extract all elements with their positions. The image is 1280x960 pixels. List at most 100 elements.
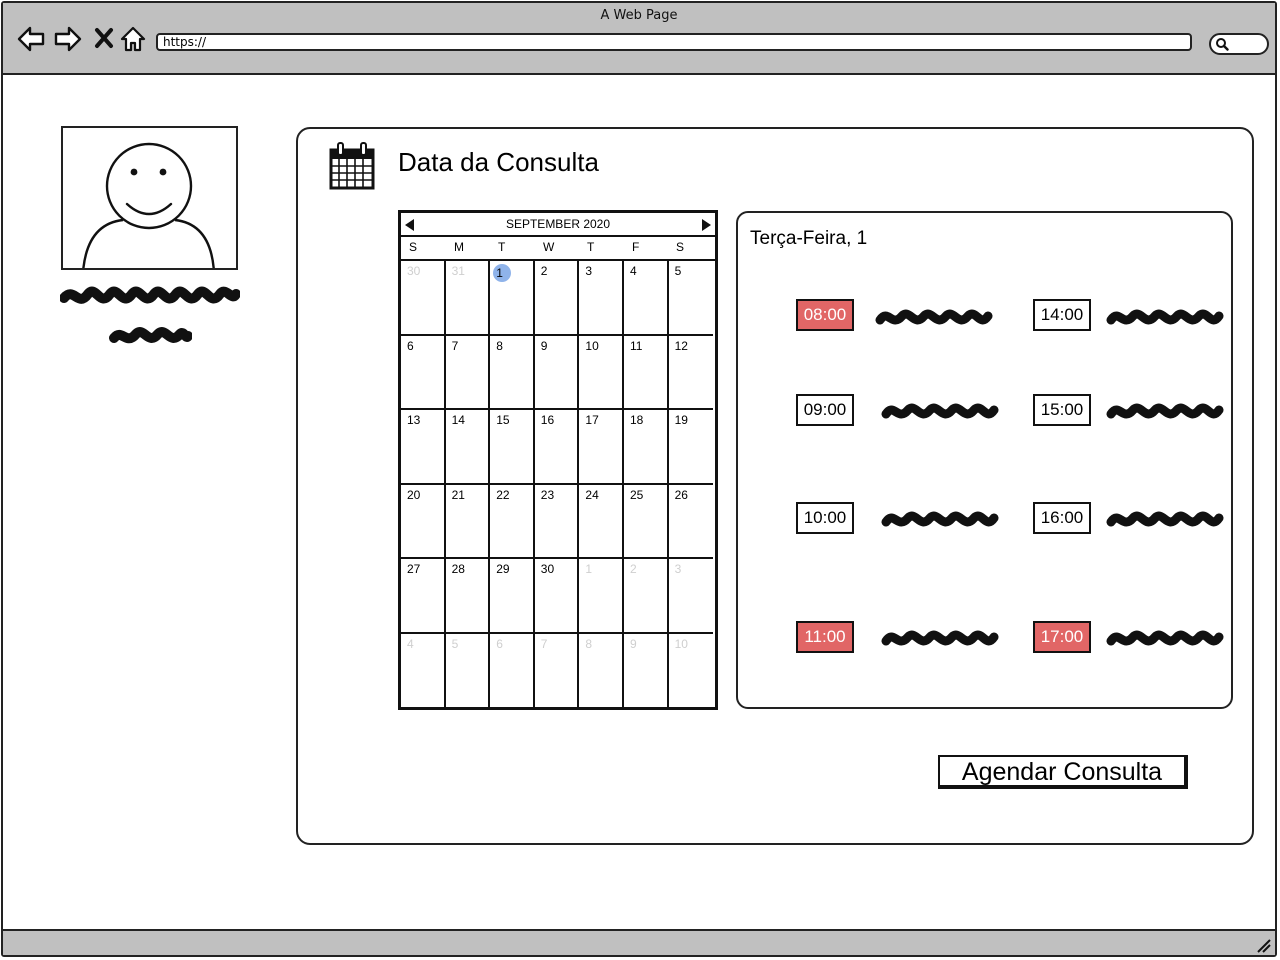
calendar-day-number: 10 <box>585 338 599 353</box>
date-picker-calendar: SEPTEMBER 2020 S M T W T F S 30 31 1 2 3 4 5 6 7… <box>398 210 718 710</box>
calendar-day-cell[interactable]: 7 <box>535 634 580 709</box>
calendar-day-cell[interactable]: 10 <box>579 335 624 411</box>
avatar <box>61 126 238 270</box>
calendar-day-number: 3 <box>585 264 593 278</box>
calendar-month-label: SEPTEMBER 2020 <box>505 217 611 231</box>
calendar-day-cell[interactable]: 8 <box>579 634 624 709</box>
calendar-day-number: 27 <box>407 562 421 577</box>
status-bar <box>3 929 1275 955</box>
resize-handle-icon[interactable] <box>1255 937 1271 953</box>
calendar-day-cell[interactable]: 3 <box>579 261 624 336</box>
slot-description-scribble <box>881 511 999 527</box>
calendar-day-cell[interactable]: 6 <box>490 634 535 709</box>
calendar-day-number: 19 <box>674 413 688 428</box>
home-icon[interactable] <box>119 25 147 53</box>
time-slot-button[interactable]: 14:00 <box>1033 299 1091 331</box>
calendar-day-cell[interactable]: 21 <box>445 484 491 560</box>
weekday-label: T <box>498 240 506 254</box>
calendar-day-cell[interactable]: 30 <box>534 559 580 634</box>
time-slot-button[interactable]: 10:00 <box>796 502 854 534</box>
calendar-day-cell[interactable]: 2 <box>534 261 580 336</box>
calendar-day-cell[interactable]: 5 <box>446 634 491 709</box>
time-slot-button[interactable]: 09:00 <box>796 394 854 426</box>
calendar-day-cell[interactable]: 13 <box>401 410 446 485</box>
calendar-day-number: 20 <box>407 487 421 502</box>
calendar-day-cell[interactable]: 11 <box>624 335 669 411</box>
calendar-day-number: 23 <box>540 487 555 502</box>
calendar-day-number: 30 <box>407 264 421 278</box>
calendar-day-cell[interactable]: 28 <box>445 559 491 634</box>
calendar-day-number: 21 <box>451 487 465 502</box>
back-arrow-icon[interactable] <box>17 25 45 53</box>
user-name-scribble <box>60 286 240 304</box>
calendar-day-cell[interactable]: 8 <box>490 335 535 411</box>
calendar-day-cell[interactable]: 5 <box>668 261 714 336</box>
selected-day-label: Terça-Feira, 1 <box>750 228 868 249</box>
calendar-day-number: 6 <box>407 338 414 353</box>
calendar-day-number: 29 <box>496 562 510 577</box>
calendar-day-cell[interactable]: 2 <box>624 559 669 634</box>
calendar-day-cell[interactable]: 3 <box>668 559 714 634</box>
calendar-day-cell[interactable]: 9 <box>624 634 669 709</box>
calendar-day-number: 9 <box>630 637 637 651</box>
calendar-day-cell[interactable]: 19 <box>668 410 714 485</box>
calendar-day-cell[interactable]: 27 <box>401 559 446 634</box>
calendar-day-number: 13 <box>407 413 421 428</box>
calendar-day-number: 12 <box>674 338 688 353</box>
calendar-day-cell[interactable]: 14 <box>445 410 491 485</box>
calendar-day-cell[interactable]: 15 <box>490 410 535 485</box>
calendar-day-cell[interactable]: 4 <box>401 634 446 709</box>
calendar-day-number: 17 <box>585 413 599 428</box>
calendar-day-cell[interactable]: 31 <box>445 261 491 336</box>
url-input[interactable]: https:// <box>156 33 1192 51</box>
calendar-day-cell[interactable]: 10 <box>669 634 714 709</box>
calendar-day-cell[interactable]: 4 <box>624 261 669 336</box>
window-title: A Web Page <box>600 8 678 23</box>
browser-titlebar: A Web Page https:// <box>3 3 1275 75</box>
user-avatar-icon <box>82 142 215 268</box>
time-slot-button[interactable]: 11:00 <box>796 621 854 653</box>
calendar-day-cell[interactable]: 20 <box>401 484 446 560</box>
calendar-day-cell[interactable]: 30 <box>401 261 446 336</box>
page-title: Data da Consulta <box>398 147 599 177</box>
calendar-day-cell[interactable]: 18 <box>624 410 669 485</box>
weekday-label: S <box>409 240 418 254</box>
calendar-day-cell[interactable]: 24 <box>579 484 624 560</box>
schedule-appointment-button[interactable]: Agendar Consulta <box>938 755 1188 789</box>
calendar-day-number: 5 <box>674 264 682 278</box>
calendar-day-cell[interactable]: 12 <box>668 336 714 411</box>
weekday-label: M <box>454 240 464 254</box>
calendar-day-cell[interactable]: 7 <box>445 335 491 411</box>
calendar-day-number: 28 <box>451 562 465 577</box>
time-slot-button[interactable]: 15:00 <box>1033 394 1091 426</box>
time-slot-button[interactable]: 17:00 <box>1033 621 1091 653</box>
calendar-day-cell[interactable]: 1 <box>579 559 624 634</box>
slot-description-scribble <box>1106 403 1224 419</box>
calendar-day-number: 2 <box>630 562 637 577</box>
slot-description-scribble <box>881 630 999 646</box>
close-icon[interactable] <box>92 25 120 53</box>
calendar-day-cell[interactable]: 23 <box>534 484 580 560</box>
search-box[interactable] <box>1209 33 1269 55</box>
next-month-icon[interactable] <box>702 219 711 231</box>
weekday-label: S <box>676 240 685 254</box>
calendar-day-cell[interactable]: 17 <box>579 410 624 485</box>
user-detail-scribble <box>109 327 192 344</box>
previous-month-icon[interactable] <box>405 219 414 231</box>
time-slot-button[interactable]: 08:00 <box>796 299 854 331</box>
time-slots-panel <box>736 211 1233 709</box>
calendar-day-number: 14 <box>451 413 465 428</box>
calendar-day-cell[interactable]: 25 <box>624 484 669 560</box>
time-slot-button[interactable]: 16:00 <box>1033 502 1091 534</box>
forward-arrow-icon[interactable] <box>54 25 82 53</box>
calendar-day-cell[interactable]: 22 <box>490 484 535 560</box>
calendar-day-cell[interactable]: 9 <box>534 335 580 411</box>
calendar-day-cell[interactable]: 29 <box>490 559 535 634</box>
calendar-day-cell[interactable]: 16 <box>534 410 580 485</box>
calendar-day-cell[interactable]: 6 <box>401 335 446 411</box>
calendar-day-cell[interactable]: 26 <box>668 485 714 560</box>
calendar-day-number: 31 <box>451 264 465 278</box>
calendar-day-number: 4 <box>407 637 414 651</box>
calendar-day-cell-selected[interactable]: 1 <box>490 261 535 336</box>
weekday-label: W <box>543 240 555 254</box>
